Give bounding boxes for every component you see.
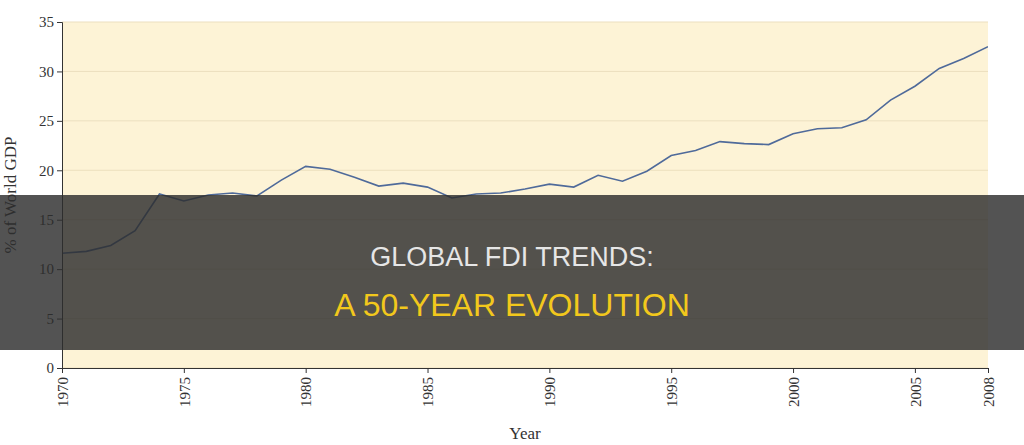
grid-line: [62, 22, 988, 23]
x-tick: 1980: [298, 368, 314, 407]
banner-background: [0, 195, 1024, 350]
y-tick-label: 25: [39, 113, 54, 129]
x-tick-mark: [184, 368, 185, 373]
x-tick-label: 1975: [177, 377, 193, 407]
x-tick-label: 1970: [55, 377, 71, 407]
x-tick-label: 1980: [298, 377, 314, 407]
x-tick-label: 1990: [542, 377, 558, 407]
y-tick-label: 20: [39, 163, 54, 179]
x-tick-mark: [549, 368, 550, 373]
x-tick-mark: [428, 368, 429, 373]
subtitle: A 50-YEAR EVOLUTION: [334, 287, 690, 323]
x-tick-mark: [671, 368, 672, 373]
y-tick: 0: [47, 360, 63, 376]
x-tick-mark: [306, 368, 307, 373]
grid-line: [62, 120, 988, 121]
y-tick-label: 35: [39, 14, 54, 30]
x-tick-mark: [915, 368, 916, 373]
y-tick-mark: [57, 71, 62, 72]
x-tick-label: 1995: [664, 377, 680, 407]
title: GLOBAL FDI TRENDS:: [370, 242, 654, 272]
y-tick-mark: [57, 170, 62, 171]
x-tick-mark: [793, 368, 794, 373]
y-tick-label: 0: [47, 360, 55, 376]
x-axis-line: [63, 369, 989, 374]
y-tick-mark: [57, 121, 62, 122]
chart-container: 0510152025303519701975198019851990199520…: [0, 0, 1024, 445]
x-tick: 2005: [908, 368, 924, 407]
grid-line: [62, 170, 988, 171]
x-tick-mark: [62, 368, 63, 373]
chart-svg: 0510152025303519701975198019851990199520…: [0, 0, 1024, 445]
x-tick-label: 2000: [786, 377, 802, 407]
y-tick-mark: [57, 22, 62, 23]
banner: GLOBAL FDI TRENDS: A 50-YEAR EVOLUTION: [0, 195, 1024, 350]
x-tick-label: 1985: [420, 377, 436, 407]
y-tick: 30: [39, 64, 62, 80]
x-tick: 2008: [981, 368, 997, 407]
y-tick: 35: [39, 14, 62, 30]
x-tick: 2000: [786, 368, 802, 407]
x-tick: 1970: [55, 368, 71, 407]
x-axis: 1970 1975 1980 1985 1990 1995 2000 2005 2008: [55, 368, 997, 407]
y-tick-mark: [57, 368, 62, 369]
grid-line: [62, 71, 988, 72]
x-tick-mark: [988, 368, 989, 373]
x-tick-label: 2005: [908, 377, 924, 407]
x-tick: 1985: [420, 368, 436, 407]
x-tick: 1995: [664, 368, 680, 407]
x-tick: 1990: [542, 368, 558, 407]
x-axis-title: Year: [509, 424, 541, 443]
x-tick-label: 2008: [981, 377, 997, 407]
y-tick-label: 30: [39, 64, 54, 80]
x-tick: 1975: [177, 368, 193, 407]
y-tick: 25: [39, 113, 62, 129]
y-tick: 20: [39, 163, 62, 179]
